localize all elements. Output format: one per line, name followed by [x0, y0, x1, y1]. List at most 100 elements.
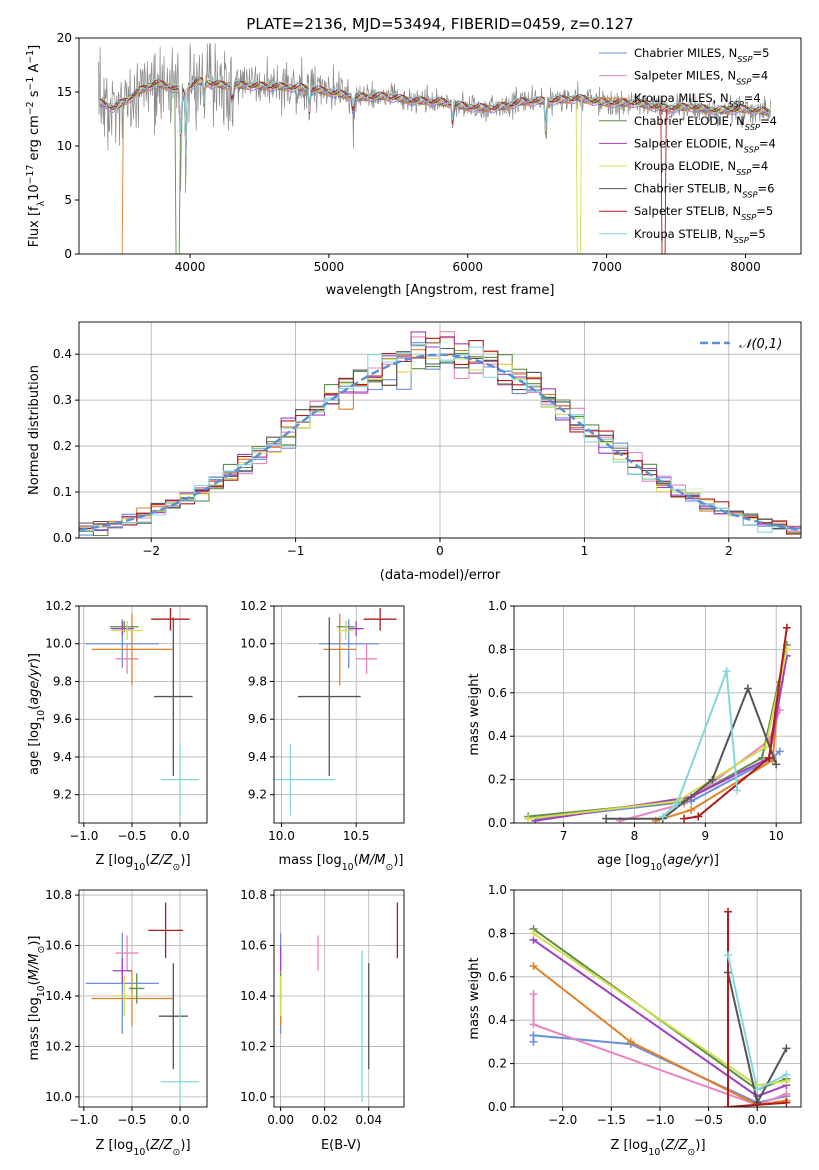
series-marker — [626, 1037, 635, 1046]
errorbar-kroupa-stelib — [160, 743, 200, 816]
x-tick-label: 8000 — [730, 260, 761, 274]
grid — [79, 605, 207, 823]
y-tick-label: 0.2 — [53, 439, 72, 453]
label-part: age [log — [27, 722, 42, 775]
axes: −1.0 −0.5 0.09.29.49.69.810.010.2Z [log10(… — [27, 599, 208, 873]
label-part: Kroupa ELODIE, N — [634, 159, 736, 173]
errorbar-chabrier-elodie — [129, 973, 145, 1004]
x-axis-label: Z [log10(Z/Z⊙)] — [95, 1138, 190, 1158]
label-part: λ — [36, 200, 47, 206]
label-part: 10 — [342, 862, 354, 873]
axes-frame — [273, 605, 405, 824]
label-part: ⊙ — [385, 862, 393, 873]
label-part: −1 — [25, 77, 36, 91]
errorbar-salpeter-stelib — [151, 607, 190, 631]
series-marker — [724, 1103, 733, 1107]
errorbar-kroupa-miles — [323, 613, 357, 686]
series-marker — [529, 961, 538, 970]
y-tick-label: 15 — [57, 85, 72, 99]
series-kroupa-stelib — [724, 951, 791, 1094]
y-tick-label: 10.6 — [45, 939, 72, 953]
plot-area — [85, 902, 200, 1107]
y-tick-label: 10.2 — [45, 599, 72, 613]
series-marker — [724, 951, 733, 960]
panel-spectrum: 4000 5000 6000 7000 8000 0 5 10 15 20 wavelength [… — [25, 31, 802, 298]
observed-spectrum — [98, 43, 771, 194]
label-part: ⊙ — [688, 1147, 696, 1158]
label-part: 10 — [133, 1147, 145, 1158]
series-line — [535, 655, 788, 822]
label-part: =4 — [751, 159, 768, 173]
label-part: SSP — [729, 99, 744, 109]
label-part: )] — [180, 853, 190, 868]
y-tick-label: 0.3 — [53, 393, 72, 407]
series-marker — [602, 814, 611, 823]
label-part: =5 — [752, 46, 769, 60]
label-part: age [log — [597, 853, 650, 868]
plot-area — [79, 331, 801, 537]
label-part: SSP — [744, 144, 759, 154]
errorbar-kroupa-elodie — [111, 621, 143, 640]
label-part: erg cm — [27, 115, 42, 164]
x-tick-label: 7 — [560, 829, 568, 843]
label-part: −1 — [25, 50, 36, 64]
errorbar-chabrier-stelib — [297, 617, 361, 776]
legend-entry-kroupa-stelib: Kroupa STELIB, NSSP=5 — [634, 227, 766, 245]
series-marker — [524, 814, 533, 823]
axes: 0.00 0.02 0.04 10.0 10.2 10.4 10.6 10.8 E(B-V) — [240, 888, 405, 1153]
plot-area — [529, 907, 791, 1107]
label-part: ( — [354, 853, 359, 868]
label-part: Salpeter MILES, N — [634, 69, 736, 83]
label-part: ( — [145, 853, 150, 868]
y-tick-label: 10.2 — [240, 1039, 267, 1053]
grid — [514, 889, 801, 1108]
label-part: Z/Z — [149, 1138, 173, 1153]
label-part: Z [log — [95, 853, 133, 868]
series-marker — [761, 743, 770, 752]
x-tick-label: 5000 — [314, 260, 345, 274]
legend-entry-salpeter-stelib: Salpeter STELIB, NSSP=5 — [634, 204, 773, 222]
x-tick-label: 2 — [725, 544, 733, 558]
errorbar-salpeter-stelib — [148, 902, 183, 959]
errorbar-kroupa-stelib — [274, 743, 336, 816]
axes: −2.0 −1.5 −1.0 −0.5 0.0 0.0 0.2 0.4 0.6 0.8 1.0 mas… — [467, 883, 802, 1158]
y-tick-label: 10.4 — [240, 989, 267, 1003]
panel-mass-vs-EBV: 0.00 0.02 0.04 10.0 10.2 10.4 10.6 10.8 E(B-V) — [240, 888, 405, 1153]
series-marker — [680, 814, 689, 823]
y-tick-label: 10.2 — [240, 599, 267, 613]
series-line — [532, 994, 787, 1106]
panel-residuals: −2 −1 0 1 2 0.0 0.1 0.2 0.3 0.4 𝒩(0,1) (data-model)… — [27, 321, 802, 583]
label-part: SSP — [734, 235, 749, 245]
series-kroupa-elodie — [524, 645, 791, 823]
label-part: ( — [145, 1138, 150, 1153]
legend-entry-kroupa-elodie: Kroupa ELODIE, NSSP=4 — [634, 159, 768, 177]
x-tick-label: −2.0 — [548, 1113, 577, 1127]
label-part: Chabrier STELIB, N — [634, 182, 742, 196]
plot-area — [274, 607, 397, 816]
label-part: SSP — [742, 190, 757, 200]
grid — [274, 605, 404, 823]
series-marker — [753, 1100, 762, 1107]
label-part: mass [log — [27, 997, 42, 1060]
y-tick-label: 10.6 — [240, 939, 267, 953]
label-part: Flux [f — [27, 206, 42, 247]
x-tick-label: −2 — [142, 544, 160, 558]
y-tick-label: 9.2 — [248, 788, 267, 802]
y-tick-label: 10.0 — [45, 637, 72, 651]
x-tick-label: 10 — [769, 829, 784, 843]
x-tick-label: 6000 — [452, 260, 483, 274]
label-part: Chabrier MILES, N — [634, 46, 737, 60]
x-tick-label: 1 — [581, 544, 589, 558]
y-tick-label: 0.2 — [488, 773, 507, 787]
label-part: ( — [27, 705, 42, 710]
errorbar-kroupa-stelib — [160, 1006, 200, 1107]
label-part: )] — [27, 653, 42, 663]
y-axis-label: mass weight — [467, 957, 482, 1039]
x-tick-label: 0.02 — [311, 1113, 338, 1127]
plot-area — [524, 623, 791, 823]
y-tick-label: 0.6 — [488, 686, 507, 700]
y-axis-label: Normed distribution — [27, 365, 42, 495]
errorbar-salpeter-stelib — [363, 607, 397, 631]
label-part: SSP — [741, 212, 756, 222]
axes-frame — [513, 889, 802, 1108]
